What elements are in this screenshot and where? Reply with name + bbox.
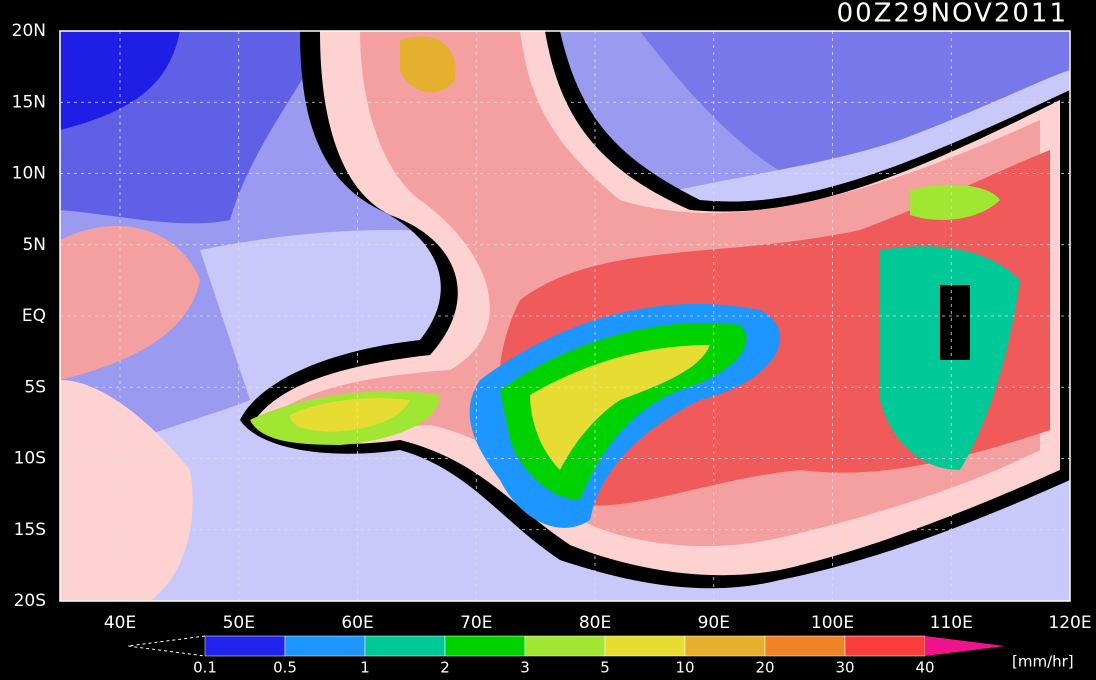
lat-label: 20S bbox=[14, 591, 46, 611]
colorbar-segment bbox=[524, 635, 606, 657]
lon-label: 120E bbox=[1048, 613, 1091, 633]
lon-label: 60E bbox=[341, 613, 373, 633]
lon-label: 110E bbox=[930, 613, 973, 633]
lat-label: 5N bbox=[22, 235, 46, 255]
lon-label: 50E bbox=[223, 613, 255, 633]
colorbar-label: 5 bbox=[600, 659, 610, 677]
colorbar-segment bbox=[684, 635, 766, 657]
lon-label: 80E bbox=[579, 613, 611, 633]
lon-label: 90E bbox=[698, 613, 730, 633]
lat-label: EQ bbox=[22, 306, 46, 326]
timestamp-title: 00Z29NOV2011 bbox=[837, 0, 1068, 29]
colorbar-under-arrow bbox=[127, 635, 206, 657]
colorbar-segment bbox=[284, 635, 366, 657]
lat-label: 10N bbox=[12, 164, 46, 184]
colorbar-label: 0.1 bbox=[193, 659, 217, 677]
colorbar-segment bbox=[444, 635, 526, 657]
colorbar-segment bbox=[204, 635, 286, 657]
colorbar-label: 0.5 bbox=[273, 659, 297, 677]
lat-label: 15S bbox=[14, 520, 46, 540]
lat-label: 15N bbox=[12, 92, 46, 112]
colorbar-label: 2 bbox=[440, 659, 450, 677]
colorbar-label: 1 bbox=[360, 659, 370, 677]
colorbar-label: 3 bbox=[520, 659, 530, 677]
precip-field bbox=[60, 31, 1070, 601]
colorbar-label: 30 bbox=[835, 659, 854, 677]
lon-label: 70E bbox=[460, 613, 492, 633]
lat-label: 5S bbox=[24, 377, 46, 397]
colorbar-segment bbox=[764, 635, 846, 657]
grid bbox=[60, 31, 1070, 601]
lat-label: 20N bbox=[12, 21, 46, 41]
colorbar-label: 40 bbox=[915, 659, 934, 677]
colorbar-segment bbox=[364, 635, 446, 657]
colorbar-segment bbox=[604, 635, 686, 657]
colorbar-over-arrow bbox=[925, 636, 1005, 656]
colorbar-label: 10 bbox=[675, 659, 694, 677]
colorbar-label: 20 bbox=[755, 659, 774, 677]
lat-label: 10S bbox=[14, 449, 46, 469]
lon-label: 40E bbox=[104, 613, 136, 633]
colorbar-segment bbox=[844, 635, 926, 657]
map-frame bbox=[59, 30, 1071, 602]
lon-label: 100E bbox=[811, 613, 854, 633]
colorbar-unit: [mm/hr] bbox=[1012, 653, 1074, 671]
